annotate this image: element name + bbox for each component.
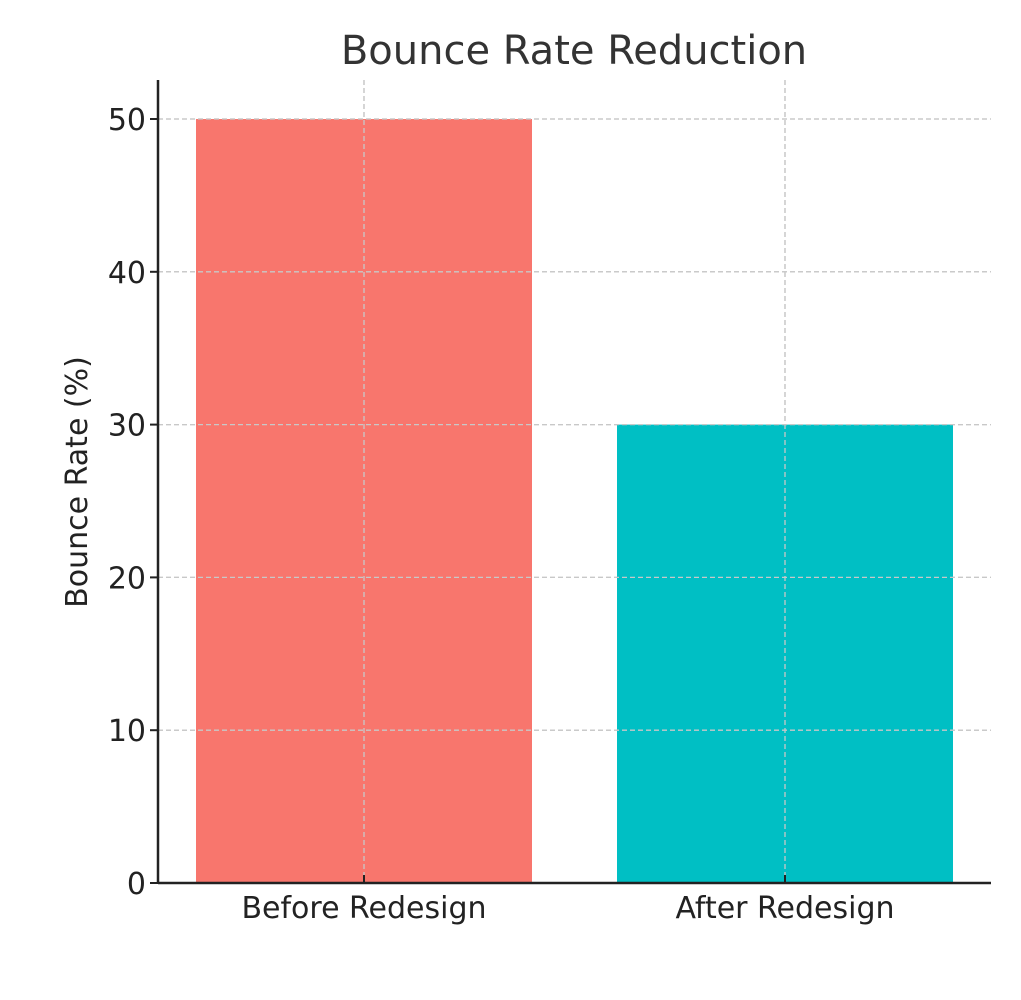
bars (158, 80, 991, 883)
axes (156, 80, 991, 885)
chart-title: Bounce Rate Reduction (341, 28, 807, 74)
y-axis-label: Bounce Rate (%) (60, 356, 95, 608)
x-tick-label: Before Redesign (241, 891, 486, 926)
x-tick-label: After Redesign (675, 891, 894, 926)
y-tick-label: 10 (108, 714, 146, 749)
y-tick-label: 50 (108, 103, 146, 138)
y-tick-label: 30 (108, 409, 146, 444)
y-tick-label: 0 (127, 867, 146, 902)
bar-after-redesign (617, 424, 953, 883)
y-tick-label: 40 (108, 256, 146, 291)
ticks: 0 10 20 30 40 50 Before Redesign After Redesign (108, 103, 895, 926)
y-tick-label: 20 (108, 561, 146, 596)
